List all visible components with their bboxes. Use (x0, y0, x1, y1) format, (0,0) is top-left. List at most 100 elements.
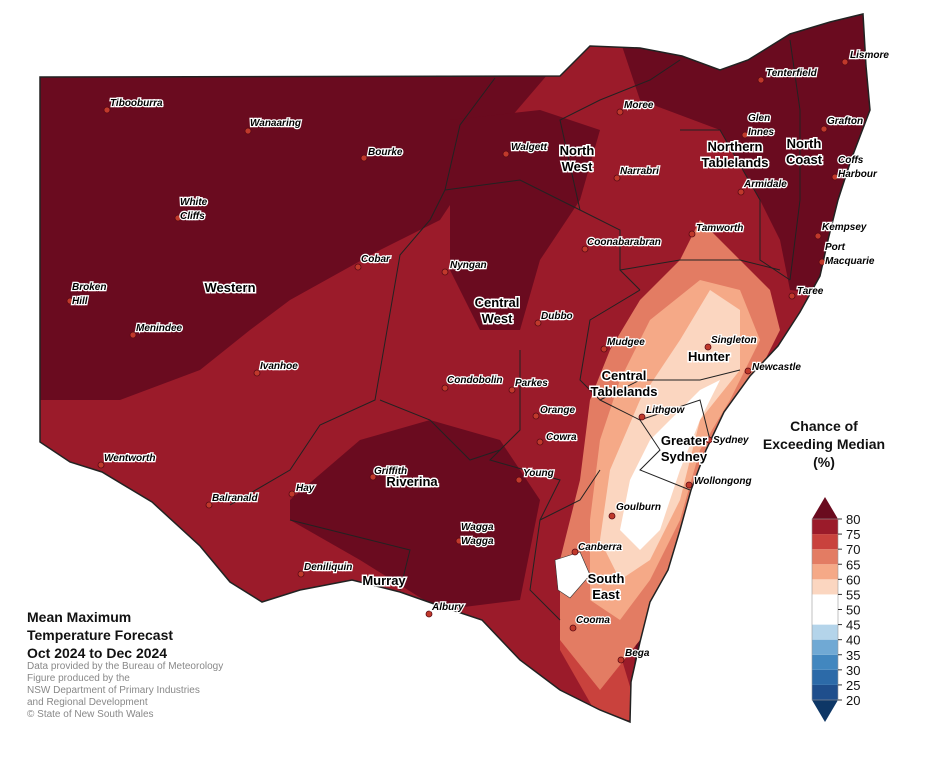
town-marker (744, 367, 752, 375)
town-label: Cobar (361, 254, 391, 265)
town-marker (638, 413, 646, 421)
figure-title: Oct 2024 to Dec 2024 (27, 645, 167, 661)
town-marker (818, 258, 826, 266)
town-label: Dubbo (541, 311, 573, 322)
legend-band (812, 669, 838, 685)
region-label: Riverina (386, 474, 438, 489)
region-label: North (787, 136, 822, 151)
town-label: Cooma (576, 615, 610, 626)
town-label: Macquarie (825, 256, 875, 267)
town-marker (536, 438, 544, 446)
town-label: Broken (72, 282, 106, 293)
town-marker (369, 473, 377, 481)
town-marker (502, 150, 510, 158)
regions: WesternNorthWestNorthernTablelandsNorthC… (203, 135, 824, 604)
town-marker (253, 369, 261, 377)
town-marker (831, 173, 839, 181)
region-label: Hunter (688, 349, 730, 364)
town-label: Singleton (711, 335, 757, 346)
town-label: Ivanhoe (260, 361, 298, 372)
town-label: Glen (748, 113, 770, 124)
region-label: East (592, 587, 620, 602)
town-label: Mudgee (607, 337, 645, 348)
legend-title: (%) (813, 454, 835, 470)
legend-band (812, 564, 838, 580)
town-label: Bourke (368, 147, 403, 158)
town-marker (788, 292, 796, 300)
town-marker (174, 214, 182, 222)
legend-tick-label: 80 (846, 512, 860, 527)
legend-tick-label: 65 (846, 557, 860, 572)
legend-tick-label: 25 (846, 678, 860, 693)
legend-tick-label: 60 (846, 572, 860, 587)
town-marker (354, 263, 362, 271)
town-label: Innes (748, 127, 775, 138)
town-marker (616, 108, 624, 116)
legend-tick-label: 50 (846, 603, 860, 618)
legend-tick-label: 75 (846, 527, 860, 542)
town-marker (705, 436, 713, 444)
legend-tick-label: 55 (846, 587, 860, 602)
figure-title: Mean Maximum (27, 609, 131, 625)
region-label: Western (204, 280, 255, 295)
town-label: Newcastle (752, 362, 801, 373)
legend-band (812, 684, 838, 700)
town-marker (205, 501, 213, 509)
legend-tick-label: 70 (846, 542, 860, 557)
town-label: Kempsey (822, 222, 867, 233)
region-label: Tablelands (591, 384, 658, 399)
town-marker (571, 548, 579, 556)
town-marker (425, 610, 433, 618)
region-label: West (562, 159, 593, 174)
legend-band (812, 609, 838, 625)
town-marker (103, 106, 111, 114)
region-label: Central (475, 295, 520, 310)
legend-band (812, 594, 838, 610)
town-marker (608, 512, 616, 520)
town-label: White (180, 197, 208, 208)
town-label: Albury (431, 602, 464, 613)
town-marker (532, 412, 540, 420)
region-label: Coast (786, 152, 823, 167)
town-label: Narrabri (620, 166, 659, 177)
legend-under-arrow (812, 700, 838, 722)
region-label: Greater (661, 433, 707, 448)
legend-title: Exceeding Median (763, 436, 885, 452)
town-marker (704, 343, 712, 351)
credit-line: NSW Department of Primary Industries (27, 685, 200, 696)
region-label: South (588, 571, 625, 586)
town-label: Lithgow (646, 405, 686, 416)
town-label: Walgett (511, 142, 548, 153)
town-marker (741, 131, 749, 139)
town-label: Wentworth (104, 453, 155, 464)
town-marker (288, 490, 296, 498)
town-marker (515, 476, 523, 484)
town-marker (688, 230, 696, 238)
town-label: Wollongong (694, 476, 752, 487)
legend-over-arrow (812, 497, 838, 519)
credit-line: Data provided by the Bureau of Meteorolo… (27, 661, 223, 672)
legend-band (812, 519, 838, 535)
town-label: Condobolin (447, 375, 503, 386)
town-label: Hay (296, 483, 315, 494)
town-label: Goulburn (616, 502, 661, 513)
town-label: Griffith (374, 466, 407, 477)
town-label: Taree (797, 286, 824, 297)
legend-band (812, 639, 838, 655)
region-label: Northern (708, 139, 763, 154)
region-label: Central (602, 368, 647, 383)
legend-band (812, 624, 838, 640)
figure-title: Temperature Forecast (27, 627, 173, 643)
captions: Mean Maximum Temperature Forecast Oct 2024… (27, 609, 223, 720)
town-label: Nyngan (450, 260, 487, 271)
region-label: Sydney (661, 449, 708, 464)
town-marker (441, 384, 449, 392)
credit-line: © State of New South Wales (27, 709, 154, 720)
town-label: Wanaaring (250, 118, 301, 129)
town-marker (600, 345, 608, 353)
towns: Tibooburra Wanaaring Bourke White Cliffs Brok… (66, 49, 891, 664)
town-label: Cliffs (180, 211, 205, 222)
town-label: Menindee (136, 323, 183, 334)
credit-line: Figure produced by the (27, 673, 130, 684)
town-label: Sydney (713, 435, 749, 446)
